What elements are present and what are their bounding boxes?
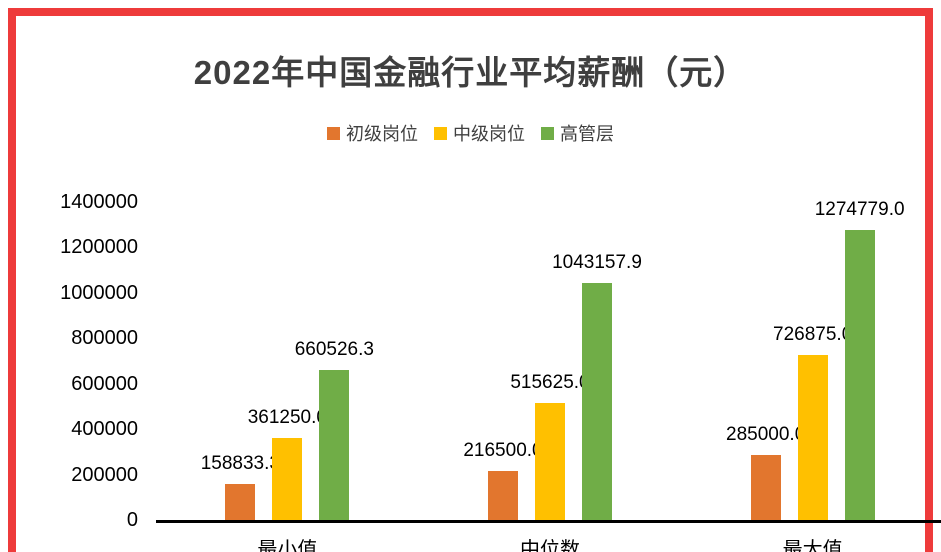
bar-data-label: 660526.3 [294, 339, 374, 360]
bar-group-0: 158833.3 361250.0 660526.3 [201, 339, 374, 520]
bar-wrap-series-2: 1274779.0 [815, 199, 905, 520]
bar-series-2 [319, 370, 350, 520]
x-category-label: 最大值 [782, 539, 843, 552]
bar-series-0 [225, 484, 256, 520]
legend-label: 初级岗位 [346, 124, 418, 144]
bar-group-1: 216500.0 515625.0 1043157.9 [463, 252, 642, 520]
y-axis: 1400000 1200000 1000000 800000 600000 400000 2… [30, 190, 138, 532]
y-tick-label: 800000 [71, 327, 138, 350]
bar-wrap-series-0: 285000.0 [726, 424, 805, 520]
bar-wrap-series-1: 515625.0 [510, 372, 590, 520]
bar-data-label: 158833.3 [200, 453, 280, 474]
legend-swatch-icon [434, 126, 447, 140]
y-tick-label: 1200000 [60, 236, 138, 259]
bar-wrap-series-1: 361250.0 [248, 407, 327, 520]
bar-data-label: 361250.0 [247, 407, 327, 428]
bar-series-1 [534, 403, 565, 520]
bar-wrap-series-0: 216500.0 [463, 440, 543, 520]
bar-data-label: 515625.0 [510, 372, 590, 393]
legend-item-0: 初级岗位 [327, 120, 418, 146]
y-tick-label: 200000 [71, 463, 138, 486]
y-tick-label: 1000000 [60, 281, 138, 304]
bar-series-1 [797, 355, 828, 520]
bar-wrap-series-1: 726875.0 [773, 324, 852, 520]
y-tick-label: 600000 [71, 372, 138, 395]
chart-title: 2022年中国金融行业平均薪酬（元） [193, 54, 748, 91]
bar-wrap-series-2: 660526.3 [295, 339, 374, 520]
legend-item-2: 高管层 [541, 120, 614, 146]
legend-item-1: 中级岗位 [434, 120, 525, 146]
bar-data-label: 285000.0 [726, 424, 806, 445]
bar-data-label: 216500.0 [463, 440, 543, 461]
legend-label: 高管层 [560, 124, 614, 144]
plot-area: 158833.3 361250.0 660526.3 216500.0 515625.0… [156, 199, 941, 523]
y-tick-label: 0 [126, 508, 138, 531]
x-category-label: 中位数 [520, 539, 580, 552]
x-category-label: 最小值 [257, 539, 318, 552]
legend-label: 中级岗位 [453, 124, 525, 144]
bar-series-0 [750, 455, 781, 520]
bar-data-label: 1274779.0 [814, 199, 905, 220]
legend-swatch-icon [327, 126, 340, 140]
bar-series-2 [581, 283, 612, 520]
bar-wrap-series-0: 158833.3 [201, 453, 280, 520]
bar-data-label: 1043157.9 [552, 252, 642, 273]
bar-series-1 [272, 438, 303, 520]
y-tick-label: 400000 [71, 418, 138, 441]
chart-frame: 2022年中国金融行业平均薪酬（元） 初级岗位 中级岗位 高管层 1400000 12… [8, 8, 941, 552]
bar-group-2: 285000.0 726875.0 1274779.0 [726, 199, 905, 520]
x-axis-labels: 最小值 中位数 最大值 [156, 533, 941, 552]
bar-series-0 [487, 471, 518, 520]
y-tick-label: 1400000 [60, 191, 138, 213]
bar-data-label: 726875.0 [773, 324, 853, 345]
bar-wrap-series-2: 1043157.9 [552, 252, 642, 520]
chart-legend: 初级岗位 中级岗位 高管层 [16, 120, 925, 146]
legend-swatch-icon [541, 126, 554, 140]
bar-series-2 [844, 230, 875, 520]
